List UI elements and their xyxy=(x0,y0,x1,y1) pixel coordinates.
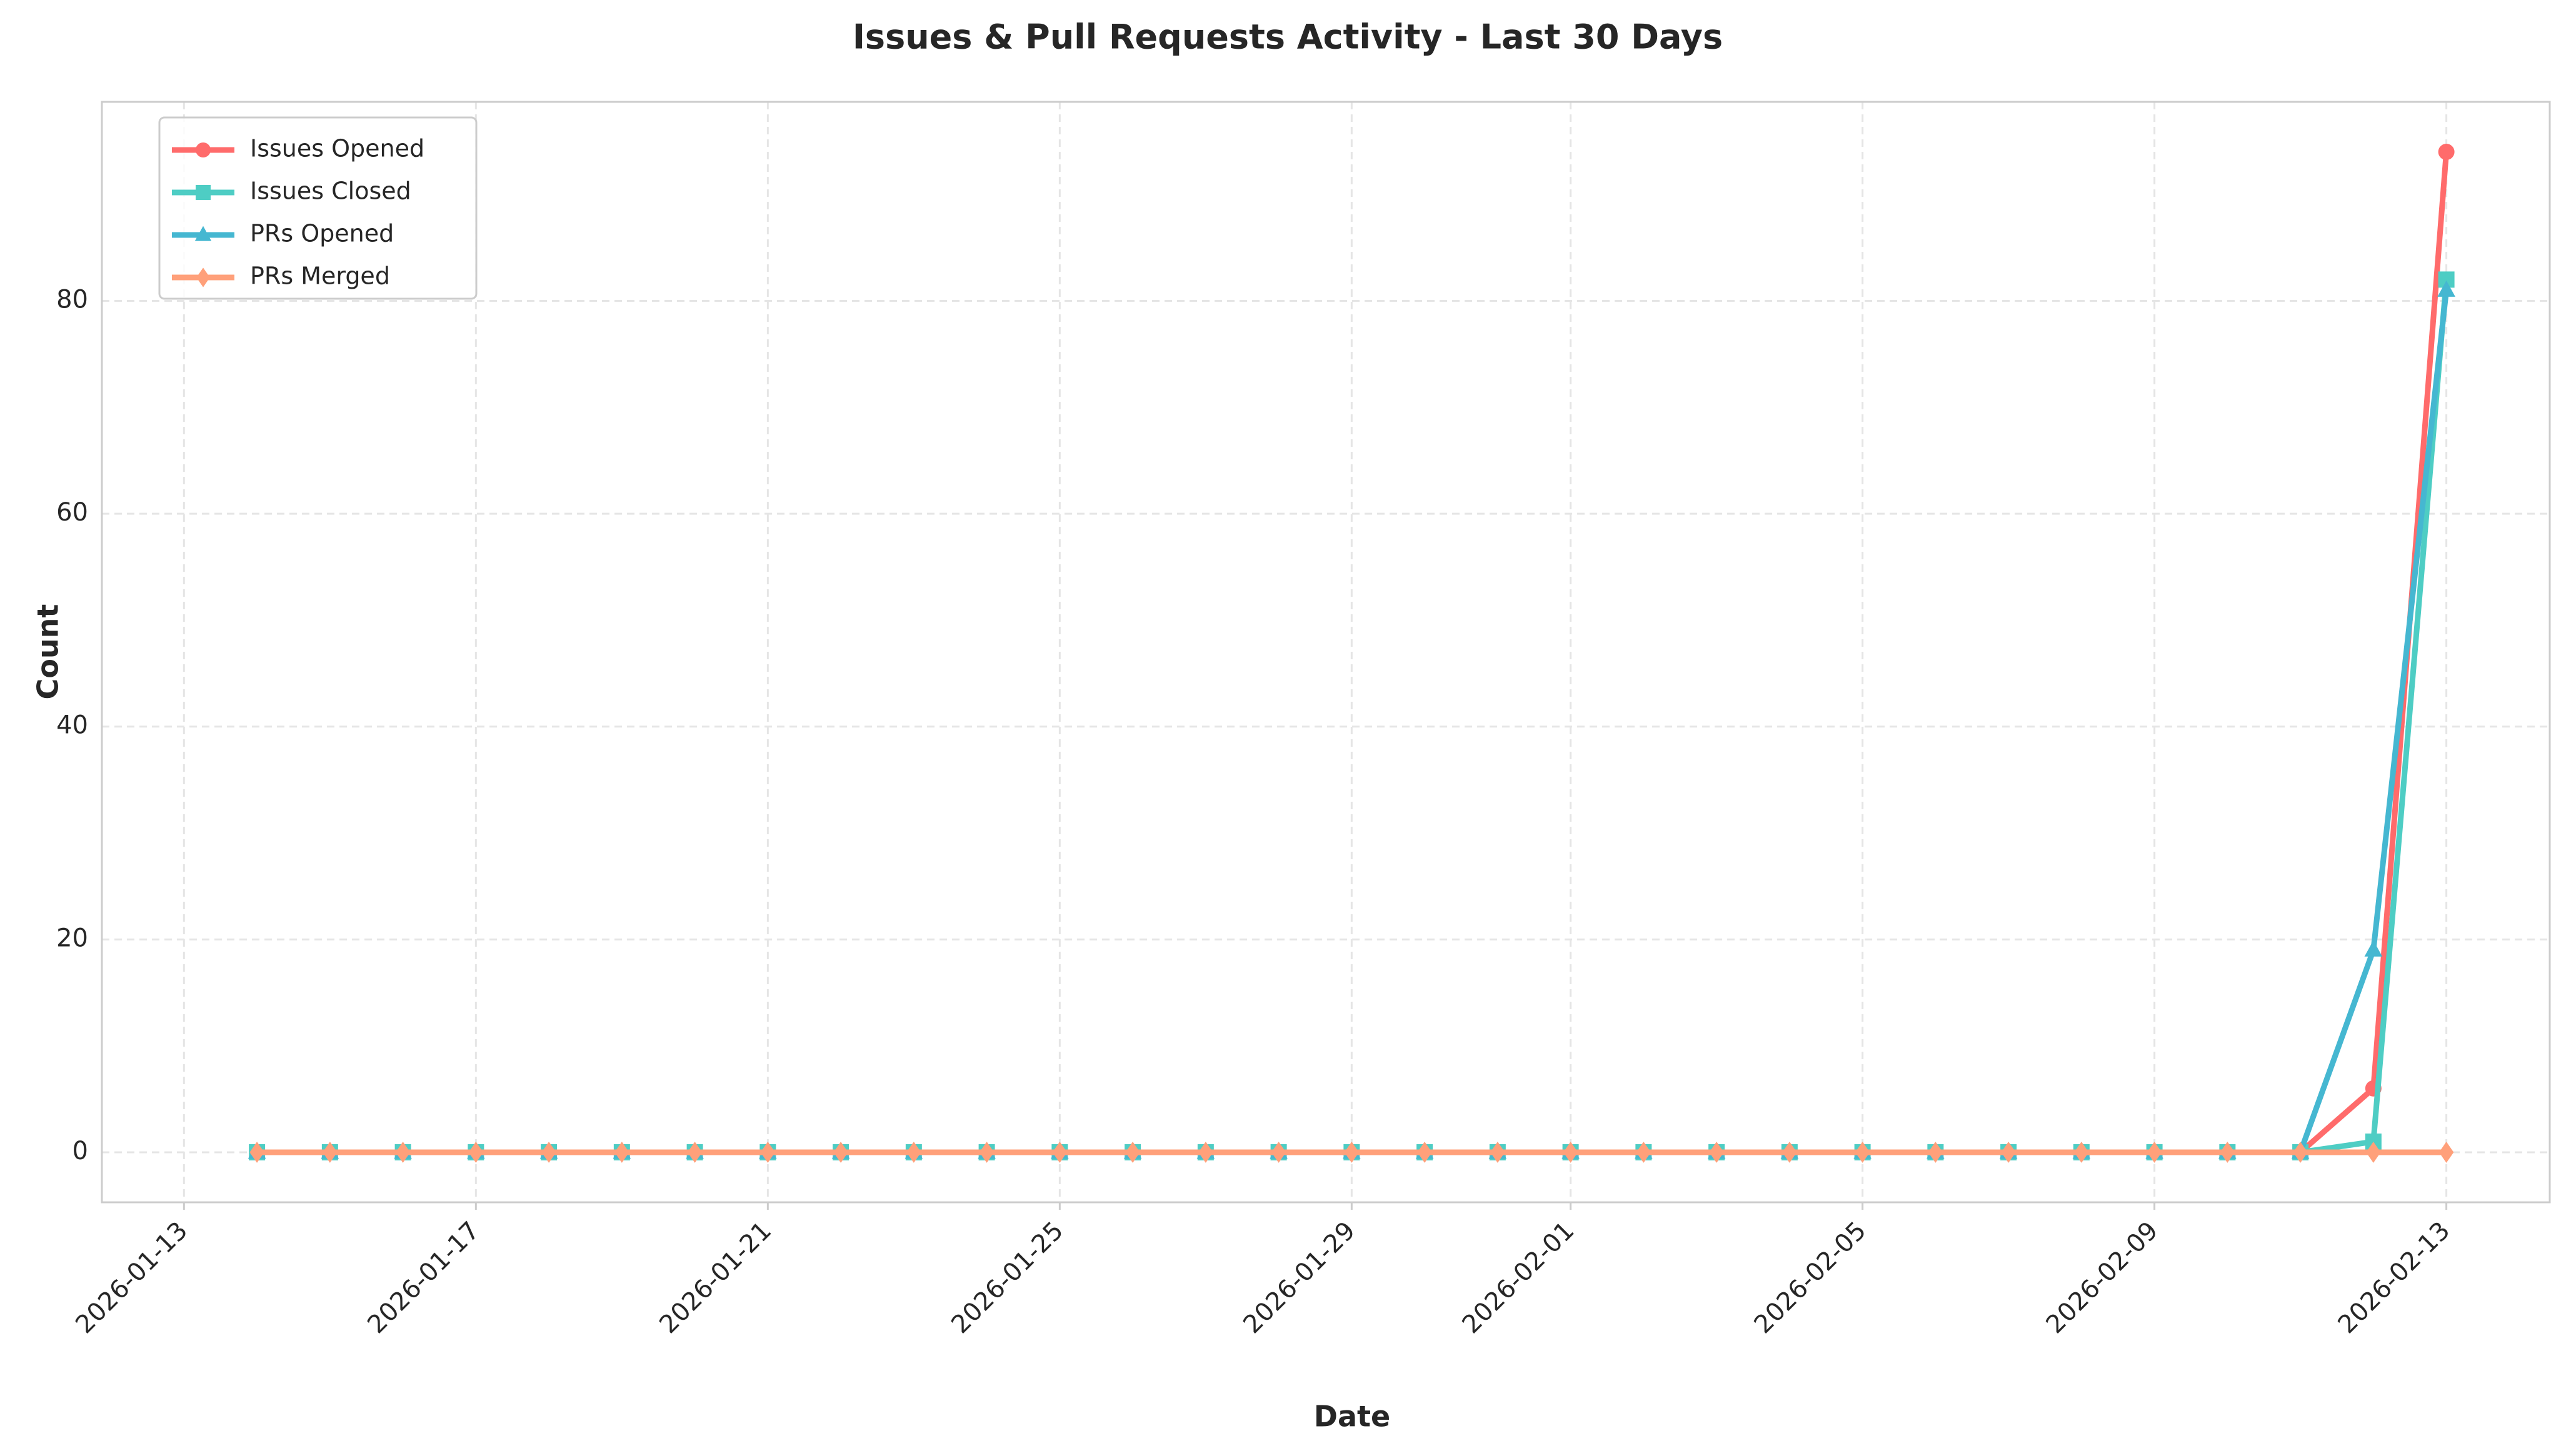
legend-label: PRs Opened xyxy=(250,220,394,247)
data-point xyxy=(323,1142,338,1163)
y-tick-label: 20 xyxy=(56,924,88,952)
data-point xyxy=(1125,1142,1140,1163)
legend-box xyxy=(158,116,478,300)
data-point xyxy=(541,1142,556,1163)
legend-marker xyxy=(196,142,211,157)
data-point xyxy=(2366,1142,2381,1163)
x-tick-label: 2026-01-25 xyxy=(946,1216,1069,1339)
data-point xyxy=(906,1142,921,1163)
legend-label: Issues Opened xyxy=(250,135,424,162)
plot-area xyxy=(102,102,2550,1202)
legend-marker xyxy=(196,185,211,200)
data-point xyxy=(249,1142,264,1163)
data-point xyxy=(833,1142,848,1163)
data-point xyxy=(614,1142,629,1163)
data-point xyxy=(1709,1142,1724,1163)
x-tick-label: 2026-02-13 xyxy=(2333,1216,2456,1339)
legend-marker xyxy=(196,267,210,287)
data-point xyxy=(1052,1142,1068,1163)
axes-frame xyxy=(101,101,2551,1204)
y-axis-label: Count xyxy=(31,604,65,700)
x-tick-label: 2026-01-29 xyxy=(1238,1216,1361,1339)
x-tick-label: 2026-01-21 xyxy=(654,1216,777,1339)
data-point xyxy=(2438,1142,2454,1163)
data-point xyxy=(468,1142,484,1163)
x-tick-label: 2026-02-01 xyxy=(1457,1216,1580,1339)
y-tick-label: 40 xyxy=(56,711,88,740)
data-point xyxy=(1198,1142,1213,1163)
x-tick-label: 2026-02-05 xyxy=(1749,1216,1872,1339)
legend: Issues Opened Issues Closed PRs Opened PRs … xyxy=(158,116,478,300)
y-tick-label: 60 xyxy=(56,498,88,527)
data-point xyxy=(979,1142,995,1163)
data-point xyxy=(2364,940,2383,957)
x-tick-label: 2026-01-13 xyxy=(70,1216,193,1339)
x-tick-label: 2026-01-17 xyxy=(362,1216,485,1339)
legend-label: PRs Merged xyxy=(250,262,390,290)
data-point xyxy=(1271,1142,1286,1163)
data-point xyxy=(687,1142,703,1163)
data-point xyxy=(2438,144,2455,161)
data-point xyxy=(1344,1142,1360,1163)
data-point xyxy=(2147,1142,2162,1163)
data-point xyxy=(1928,1142,1943,1163)
y-tick-label: 0 xyxy=(73,1137,88,1165)
data-point xyxy=(2001,1142,2016,1163)
data-point xyxy=(1417,1142,1432,1163)
data-point xyxy=(2293,1142,2308,1163)
y-tick-label: 80 xyxy=(56,285,88,314)
x-axis-label: Date xyxy=(1314,1400,1390,1434)
legend-label: Issues Closed xyxy=(250,177,411,205)
chart-title: Issues & Pull Requests Activity - Last 3… xyxy=(853,17,1723,57)
data-point xyxy=(2220,1142,2235,1163)
data-point xyxy=(1563,1142,1578,1163)
data-point xyxy=(1490,1142,1505,1163)
legend-marker xyxy=(194,226,212,241)
data-point xyxy=(395,1142,411,1163)
data-point xyxy=(2437,280,2455,297)
data-point xyxy=(760,1142,776,1163)
data-point xyxy=(1636,1142,1651,1163)
data-point xyxy=(2074,1142,2089,1163)
x-tick-label: 2026-02-09 xyxy=(2041,1216,2164,1339)
data-point xyxy=(1782,1142,1797,1163)
data-point xyxy=(1855,1142,1870,1163)
